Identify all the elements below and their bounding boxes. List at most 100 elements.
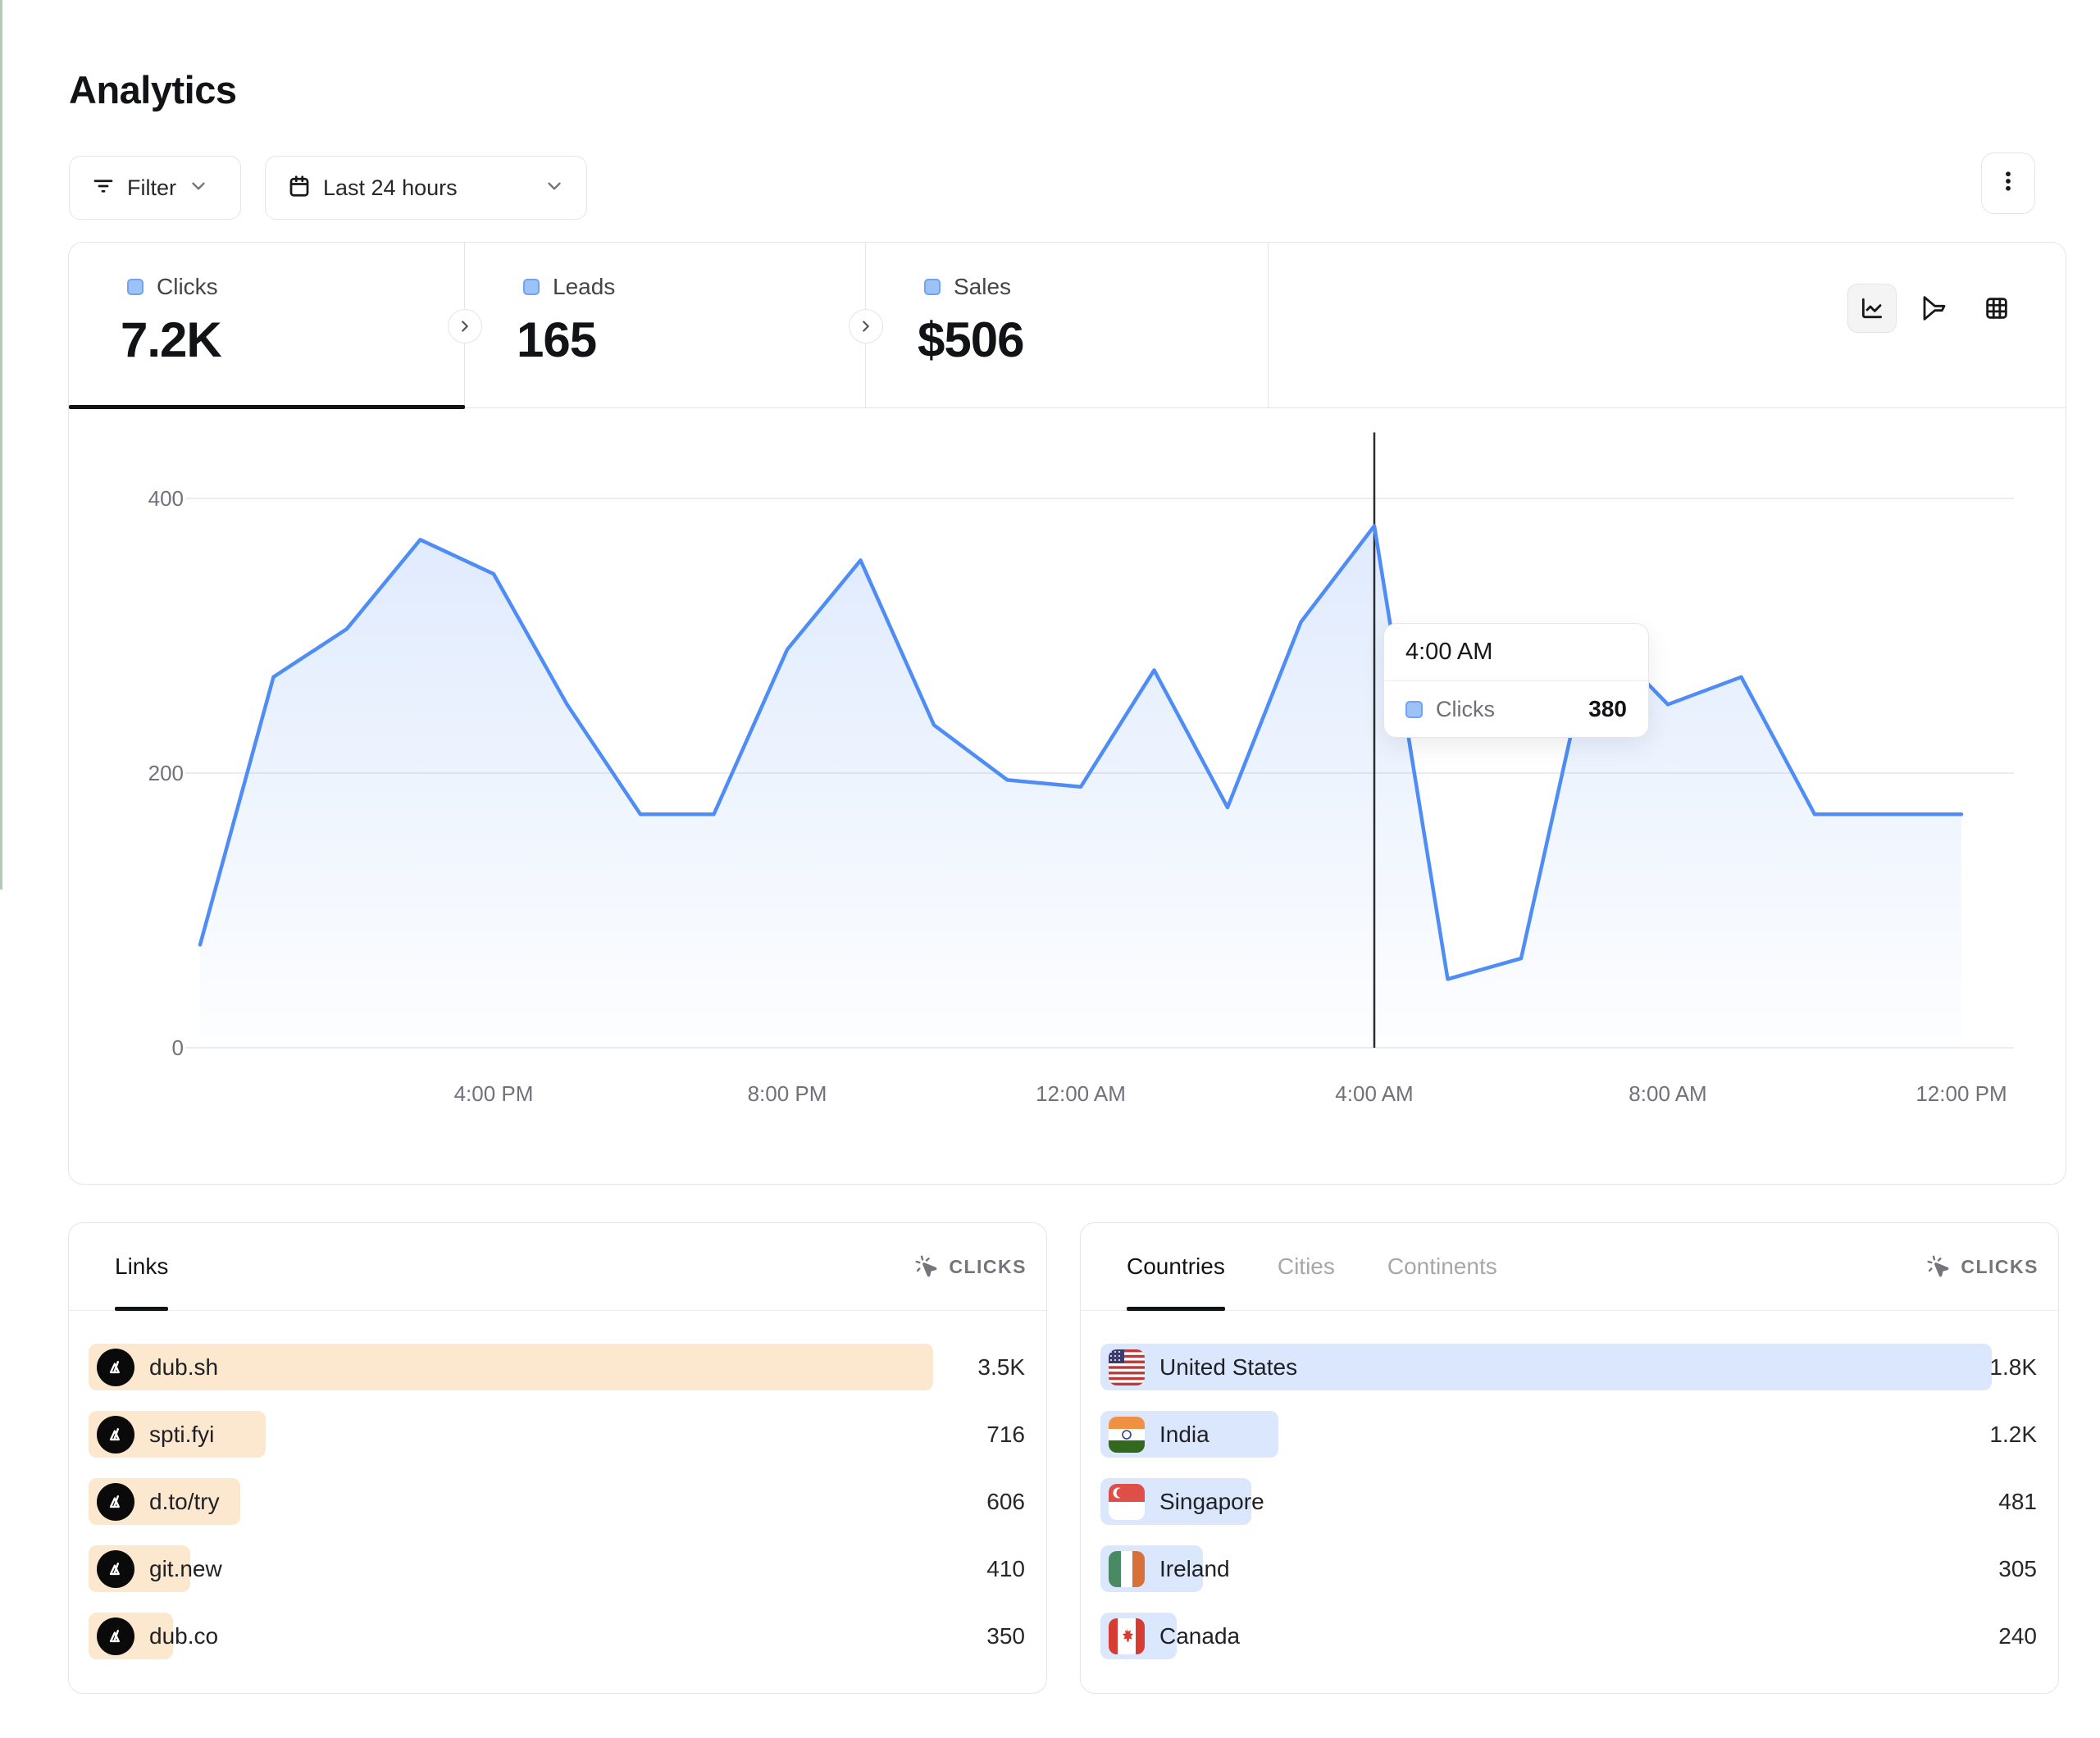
dub-logo-icon [97, 1348, 134, 1386]
row-value: 3.5K [977, 1354, 1025, 1380]
tooltip-time: 4:00 AM [1384, 624, 1648, 681]
chart-view-switcher [1847, 284, 2021, 333]
row-label: dub.sh [149, 1354, 219, 1380]
chevron-down-icon [544, 175, 565, 201]
active-tab-underline [69, 404, 465, 409]
row-value: 1.8K [1989, 1354, 2037, 1380]
funnel-view-button[interactable] [1910, 284, 1959, 333]
active-tab-underline [1127, 1307, 1225, 1311]
tab-links[interactable]: Links [115, 1223, 169, 1311]
link-row[interactable]: d.to/try 606 [89, 1478, 1027, 1525]
chevron-right-icon [863, 321, 869, 332]
row-value: 481 [1998, 1488, 2037, 1514]
row-label: United States [1159, 1354, 1298, 1380]
row-value: 410 [986, 1555, 1025, 1581]
chevron-down-icon [188, 175, 209, 201]
link-row[interactable]: dub.sh 3.5K [89, 1344, 1027, 1390]
row-label: Singapore [1159, 1488, 1264, 1514]
clicks-line [198, 524, 1964, 981]
dub-logo-icon [97, 1482, 134, 1521]
left-edge-highlight [0, 0, 2, 889]
tooltip-value: 380 [1588, 696, 1627, 721]
tab-leads[interactable]: Leads 165 [465, 243, 866, 407]
tab-continents-label: Continents [1387, 1253, 1497, 1279]
filter-button-label: Filter [127, 175, 176, 200]
date-range-label: Last 24 hours [323, 175, 458, 200]
value-bar [89, 1344, 933, 1390]
row-value: 350 [986, 1622, 1025, 1649]
x-axis-tick-label: 12:00 AM [1036, 1081, 1126, 1106]
dub-logo-icon [97, 1617, 134, 1655]
us-flag-icon [1109, 1349, 1145, 1385]
link-row[interactable]: git.new 410 [89, 1545, 1027, 1592]
row-label: Canada [1159, 1622, 1241, 1649]
cursor-click-icon [915, 1255, 937, 1277]
country-row[interactable]: Canada 240 [1100, 1613, 2039, 1659]
funnel-icon [1923, 296, 1946, 321]
expand-clicks-leads-button[interactable] [448, 309, 482, 344]
row-label: dub.co [149, 1622, 219, 1649]
metric-label: Clicks [157, 274, 218, 299]
date-range-button[interactable]: Last 24 hours [265, 156, 587, 220]
x-axis-tick-label: 8:00 AM [1629, 1081, 1706, 1106]
tooltip-legend-square-icon [1405, 700, 1423, 718]
table-view-button[interactable] [1972, 284, 2021, 333]
row-value: 606 [986, 1488, 1025, 1514]
tooltip-series-label: Clicks [1436, 696, 1495, 721]
row-value: 716 [986, 1421, 1025, 1447]
countries-panel: Countries Cities Continents CLICKS Unite… [1080, 1222, 2059, 1694]
x-axis-tick-label: 4:00 AM [1335, 1081, 1413, 1106]
leads-metric-value: 165 [517, 312, 597, 367]
y-axis-tick-label: 0 [172, 1035, 184, 1060]
filter-lines-icon [91, 174, 116, 202]
row-value: 1.2K [1989, 1421, 2037, 1447]
chart-tooltip: 4:00 AM Clicks 380 [1383, 623, 1649, 738]
in-flag-icon [1109, 1416, 1145, 1453]
dub-logo-icon [97, 1549, 134, 1588]
clicks-metric-value: 7.2K [121, 312, 222, 367]
metric-label: Sales [954, 274, 1012, 299]
row-value: 240 [1998, 1622, 2037, 1649]
tab-countries[interactable]: Countries [1127, 1223, 1225, 1311]
analytics-chart-card: Clicks 7.2K Leads 165 Sales $506 [68, 242, 2066, 1185]
leads-legend-square-icon [523, 279, 540, 295]
country-row[interactable]: India 1.2K [1100, 1411, 2039, 1458]
row-label: Ireland [1159, 1555, 1230, 1581]
tab-countries-label: Countries [1127, 1253, 1225, 1279]
line-chart-icon [1861, 298, 1883, 319]
links-metric-header[interactable]: CLICKS [914, 1254, 1027, 1279]
tab-cities[interactable]: Cities [1278, 1223, 1335, 1310]
value-bar [1100, 1344, 1992, 1390]
tab-clicks[interactable]: Clicks 7.2K [69, 243, 465, 407]
row-label: India [1159, 1421, 1209, 1447]
expand-leads-sales-button[interactable] [849, 309, 883, 344]
filter-button[interactable]: Filter [69, 156, 241, 220]
sales-legend-square-icon [924, 279, 941, 295]
countries-metric-header-label: CLICKS [1961, 1255, 2039, 1277]
country-row[interactable]: Singapore 481 [1100, 1478, 2039, 1525]
tab-continents[interactable]: Continents [1387, 1223, 1497, 1310]
sg-flag-icon [1109, 1483, 1145, 1520]
link-row[interactable]: spti.fyi 716 [89, 1411, 1027, 1458]
y-axis-tick-label: 400 [148, 486, 184, 511]
clicks-legend-square-icon [127, 279, 143, 295]
page-title: Analytics [69, 68, 237, 111]
link-row[interactable]: dub.co 350 [89, 1613, 1027, 1659]
sales-metric-value: $506 [918, 312, 1024, 367]
more-options-button[interactable] [1981, 152, 2035, 214]
links-metric-header-label: CLICKS [949, 1255, 1027, 1277]
country-row[interactable]: United States 1.8K [1100, 1344, 2039, 1390]
tab-sales[interactable]: Sales $506 [866, 243, 1269, 407]
ca-flag-icon [1109, 1617, 1145, 1654]
metric-tabstrip: Clicks 7.2K Leads 165 Sales $506 [69, 243, 2066, 409]
line-chart-view-button[interactable] [1847, 284, 1897, 333]
x-axis-tick-label: 4:00 PM [454, 1081, 534, 1106]
countries-metric-header[interactable]: CLICKS [1926, 1254, 2039, 1279]
dub-logo-icon [97, 1415, 134, 1454]
calendar-icon [287, 174, 312, 202]
country-row[interactable]: Ireland 305 [1100, 1545, 2039, 1592]
row-label: spti.fyi [149, 1421, 215, 1447]
links-panel: Links CLICKS dub.sh 3.5K spti.fyi 716 d.to/t… [68, 1222, 1047, 1694]
ie-flag-icon [1109, 1550, 1145, 1587]
